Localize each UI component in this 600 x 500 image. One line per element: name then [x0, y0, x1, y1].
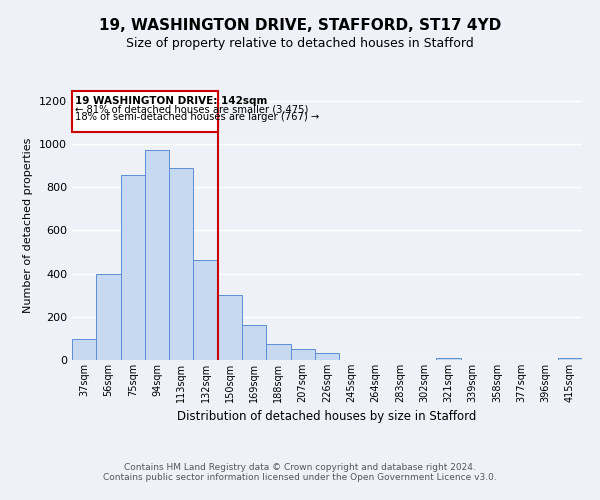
Text: 19 WASHINGTON DRIVE: 142sqm: 19 WASHINGTON DRIVE: 142sqm [76, 96, 268, 106]
Bar [72, 340, 96, 360]
Bar [145, 150, 169, 360]
Text: Size of property relative to detached houses in Stafford: Size of property relative to detached ho… [126, 38, 474, 51]
X-axis label: Distribution of detached houses by size in Stafford: Distribution of detached houses by size … [178, 410, 476, 424]
Bar [558, 358, 582, 360]
Y-axis label: Number of detached properties: Number of detached properties [23, 138, 34, 312]
Bar [266, 344, 290, 360]
Bar [169, 168, 193, 360]
Bar [290, 349, 315, 360]
Bar [436, 358, 461, 360]
Bar [73, 91, 218, 132]
Bar [121, 176, 145, 360]
Text: ← 81% of detached houses are smaller (3,475): ← 81% of detached houses are smaller (3,… [76, 104, 309, 114]
Text: 19, WASHINGTON DRIVE, STAFFORD, ST17 4YD: 19, WASHINGTON DRIVE, STAFFORD, ST17 4YD [99, 18, 501, 32]
Bar [315, 353, 339, 360]
Bar [242, 326, 266, 360]
Bar [193, 260, 218, 360]
Text: 18% of semi-detached houses are larger (767) →: 18% of semi-detached houses are larger (… [76, 112, 320, 122]
Text: Contains HM Land Registry data © Crown copyright and database right 2024.
Contai: Contains HM Land Registry data © Crown c… [103, 463, 497, 482]
Bar [218, 295, 242, 360]
Bar [96, 274, 121, 360]
